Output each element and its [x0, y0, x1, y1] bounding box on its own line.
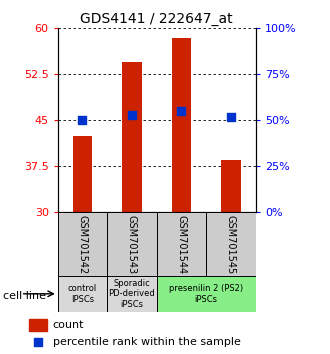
FancyBboxPatch shape	[107, 212, 157, 276]
Text: count: count	[53, 320, 84, 330]
Point	[179, 108, 184, 114]
Point	[80, 118, 85, 123]
FancyBboxPatch shape	[157, 276, 256, 312]
FancyBboxPatch shape	[58, 276, 107, 312]
Text: Sporadic
PD-derived
iPSCs: Sporadic PD-derived iPSCs	[109, 279, 155, 309]
Text: presenilin 2 (PS2)
iPSCs: presenilin 2 (PS2) iPSCs	[169, 284, 243, 303]
Point	[129, 112, 135, 118]
Bar	[221, 160, 241, 212]
Point	[228, 114, 234, 120]
Text: GSM701545: GSM701545	[226, 215, 236, 274]
Text: control
IPSCs: control IPSCs	[68, 284, 97, 303]
Bar	[172, 38, 191, 212]
Text: cell line: cell line	[3, 291, 46, 301]
Bar	[73, 136, 92, 212]
FancyBboxPatch shape	[58, 212, 107, 276]
Title: GDS4141 / 222647_at: GDS4141 / 222647_at	[81, 12, 233, 26]
FancyBboxPatch shape	[107, 276, 157, 312]
Point	[35, 339, 41, 344]
Bar	[29, 319, 47, 331]
Text: GSM701543: GSM701543	[127, 215, 137, 274]
Bar	[122, 62, 142, 212]
Text: GSM701542: GSM701542	[78, 215, 87, 274]
FancyBboxPatch shape	[157, 212, 206, 276]
Text: percentile rank within the sample: percentile rank within the sample	[53, 337, 241, 347]
Text: GSM701544: GSM701544	[177, 215, 186, 274]
FancyBboxPatch shape	[206, 212, 256, 276]
